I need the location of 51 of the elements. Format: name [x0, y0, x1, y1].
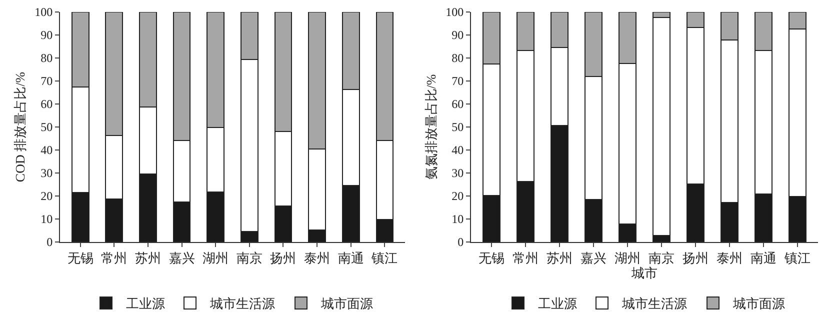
x-axis-title: 城市 [630, 266, 658, 281]
x-tick-label: 南京 [648, 250, 675, 266]
x-tick-label: 湖州 [202, 250, 229, 266]
x-tick-label: 南京 [236, 250, 262, 266]
y-tick-label: 100 [34, 5, 53, 20]
y-tick-label: 50 [40, 120, 53, 134]
x-tick-label: 常州 [512, 250, 538, 266]
y-tick-label: 50 [452, 120, 464, 134]
legend-label: 工业源 [126, 296, 165, 312]
y-tick-label: 70 [40, 74, 53, 88]
y-axis-title: COD 排放量占比/% [12, 72, 28, 182]
y-tick-label: 20 [40, 189, 53, 204]
y-tick-label: 90 [452, 28, 464, 42]
x-tick-label: 泰州 [716, 250, 743, 266]
x-tick-label: 嘉兴 [580, 250, 606, 266]
legend-label: 城市生活源 [209, 296, 275, 312]
x-tick-label: 扬州 [682, 250, 709, 266]
y-tick-label: 30 [40, 166, 53, 180]
y-tick-label: 60 [40, 97, 53, 112]
x-tick-label: 镇江 [370, 250, 398, 266]
legend-label: 城市面源 [732, 296, 785, 312]
y-tick-label: 0 [458, 235, 464, 250]
x-tick-label: 苏州 [546, 250, 572, 266]
x-tick-label: 常州 [101, 250, 128, 266]
y-tick-label: 100 [446, 5, 464, 20]
y-tick-label: 40 [452, 143, 464, 158]
y-tick-label: 20 [452, 189, 464, 204]
legend-label: 城市生活源 [621, 296, 687, 312]
y-tick-label: 10 [452, 212, 464, 226]
y-tick-label: 30 [452, 166, 464, 180]
y-tick-label: 70 [452, 74, 464, 88]
y-tick-label: 80 [40, 51, 53, 66]
x-tick-label: 泰州 [304, 250, 330, 266]
y-tick-label: 90 [40, 28, 53, 42]
y-tick-label: 0 [46, 235, 53, 250]
x-tick-label: 嘉兴 [168, 250, 195, 266]
y-tick-label: 80 [452, 51, 464, 66]
y-axis-title: 氨氮排放量占比/% [424, 74, 439, 180]
x-tick-label: 湖州 [614, 250, 640, 266]
x-tick-label: 镇江 [784, 250, 811, 266]
x-tick-label: 无锡 [478, 250, 504, 266]
x-tick-label: 南通 [338, 250, 364, 266]
y-tick-label: 40 [40, 143, 53, 158]
x-tick-label: 无锡 [67, 250, 94, 266]
legend-label: 城市面源 [320, 296, 373, 312]
legend-label: 工业源 [538, 296, 577, 312]
y-tick-label: 10 [40, 212, 53, 226]
x-tick-label: 南通 [750, 250, 777, 266]
x-tick-label: 扬州 [270, 250, 296, 266]
y-tick-label: 60 [452, 97, 464, 112]
x-tick-label: 苏州 [134, 250, 161, 266]
